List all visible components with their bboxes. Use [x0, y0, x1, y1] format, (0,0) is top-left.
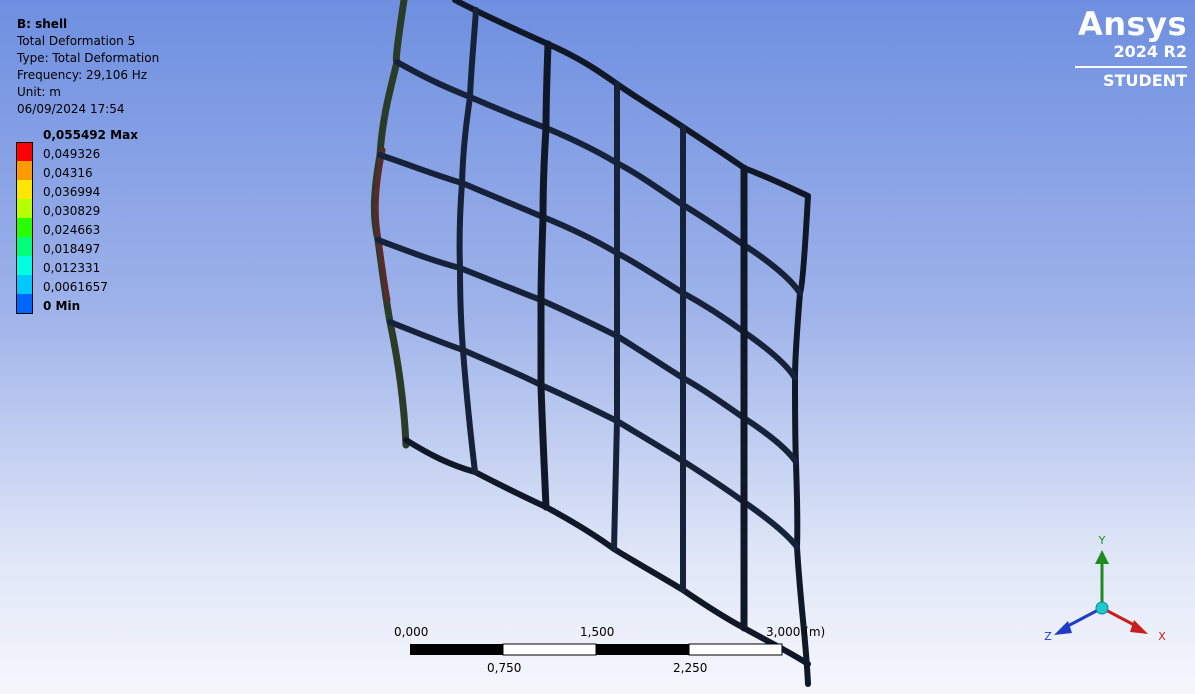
result-frequency: Frequency: 29,106 Hz: [17, 68, 148, 82]
logo-version: 2024 R2: [1113, 42, 1187, 61]
legend-value-label: 0,024663: [43, 223, 101, 237]
legend-color-swatch: [16, 237, 33, 256]
triad-z-label: Z: [1044, 630, 1052, 643]
triad-x-axis: [1101, 606, 1139, 629]
mesh-row-3: [375, 237, 799, 465]
logo-brand: Ansys: [1078, 5, 1187, 43]
legend-value-label: 0,0061657: [43, 280, 108, 294]
mesh-col-2: [537, 40, 552, 511]
logo-divider: [1075, 66, 1187, 68]
logo-edition: STUDENT: [1103, 71, 1187, 90]
mesh-col-3: [611, 81, 621, 552]
triad-origin: [1095, 601, 1109, 615]
result-name: Total Deformation 5: [17, 34, 136, 48]
legend-color-swatch: [16, 275, 33, 294]
model-title: B: shell: [17, 17, 68, 31]
legend-value-label: 0,04316: [43, 166, 93, 180]
scale-label-1500: 1,500: [580, 625, 615, 639]
scale-label-0: 0,000: [394, 625, 429, 639]
triad-x-arrowhead: [1130, 620, 1148, 634]
mesh-left-edge-hot: [373, 147, 391, 303]
legend-color-swatch: [16, 256, 33, 275]
result-type: Type: Total Deformation: [17, 51, 160, 65]
triad-x-label: X: [1158, 630, 1166, 643]
triad-z-axis: [1063, 606, 1103, 630]
legend-value-label: 0,030829: [43, 204, 101, 218]
legend-color-swatch: [16, 161, 33, 180]
triad-z-arrowhead: [1054, 621, 1072, 635]
legend-color-swatch: [16, 294, 33, 313]
legend-color-swatch: [16, 199, 33, 218]
legend-value-label: 0,049326: [43, 147, 101, 161]
scale-label-750: 0,750: [487, 661, 522, 675]
triad-y-arrowhead: [1095, 550, 1109, 564]
mesh-right-edge: [792, 193, 811, 687]
result-info: B: shell Total Deformation 5 Type: Total…: [17, 16, 159, 118]
legend-value-label: 0,012331: [43, 261, 101, 275]
mesh-col-1: [456, 7, 479, 475]
ansys-logo: Ansys 2024 R2 STUDENT: [1075, 6, 1187, 91]
result-timestamp: 06/09/2024 17:54: [17, 102, 125, 116]
legend-color-swatch: [16, 142, 33, 161]
legend-value-label: 0,018497: [43, 242, 101, 256]
mesh-top-edge: [452, 0, 811, 199]
scale-label-2250: 2,250: [673, 661, 708, 675]
mesh-row-4: [387, 319, 800, 550]
legend-value-label: 0 Min: [43, 299, 81, 313]
coordinate-triad[interactable]: Y X Z: [1030, 530, 1180, 660]
legend-value-label: 0,055492 Max: [43, 128, 138, 142]
scale-label-3000: 3,000 (m): [766, 625, 826, 639]
legend-color-swatch: [16, 180, 33, 199]
result-unit: Unit: m: [17, 85, 61, 99]
legend-color-swatch: [16, 218, 33, 237]
legend-value-label: 0,036994: [43, 185, 101, 199]
triad-y-label: Y: [1098, 534, 1106, 547]
